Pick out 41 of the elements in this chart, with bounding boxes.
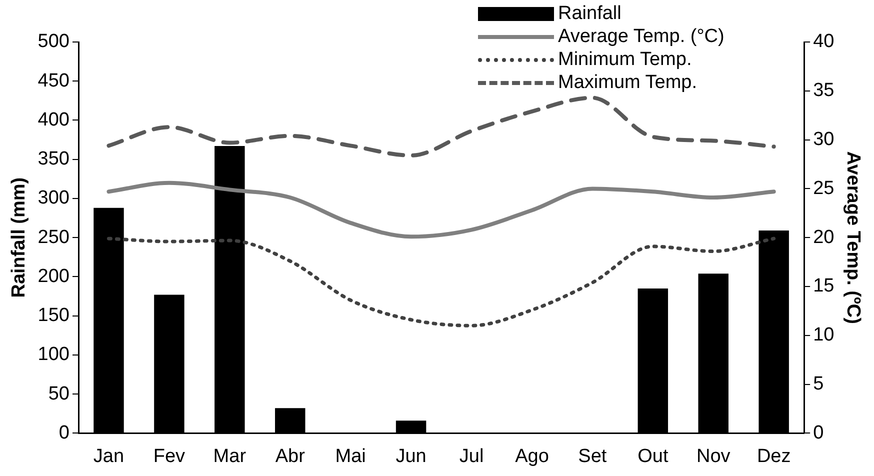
x-tick-label: Dez bbox=[756, 446, 791, 467]
y-axis-title: Rainfall (mm) bbox=[8, 177, 30, 298]
y2-tick-label: 35 bbox=[813, 80, 834, 102]
x-tick-label: Out bbox=[638, 446, 669, 467]
y-tick-label: 250 bbox=[38, 226, 70, 248]
y2-axis-title: Average Temp. (ºC) bbox=[842, 151, 864, 324]
x-tick-label: Abr bbox=[275, 446, 306, 467]
x-tick-label: Mar bbox=[213, 446, 247, 467]
y2-tick-label: 30 bbox=[813, 129, 834, 150]
x-tick-label: Jul bbox=[459, 446, 484, 467]
y-tick-label: 300 bbox=[38, 188, 70, 209]
y2-tick-label: 20 bbox=[813, 226, 834, 248]
x-tick-label: Mai bbox=[335, 446, 366, 467]
legend-label: Rainfall bbox=[558, 2, 622, 25]
y-tick-label: 200 bbox=[38, 266, 70, 287]
y-tick-label: 450 bbox=[38, 70, 70, 92]
x-tick-label: Fev bbox=[153, 446, 186, 467]
y2-tick-label: 5 bbox=[813, 374, 824, 395]
legend-label: Average Temp. (°C) bbox=[558, 25, 724, 48]
legend-label: Minimum Temp. bbox=[558, 48, 692, 71]
y2-tick-label: 40 bbox=[813, 31, 834, 52]
y-tick-label: 0 bbox=[58, 422, 70, 444]
y-tick-label: 500 bbox=[38, 31, 70, 52]
y2-tick-label: 15 bbox=[813, 276, 834, 297]
legend-label: Maximum Temp. bbox=[558, 71, 698, 94]
x-tick-label: Jun bbox=[396, 446, 426, 467]
y-tick-label: 100 bbox=[38, 344, 70, 366]
y-tick-label: 150 bbox=[38, 305, 70, 326]
y2-tick-label: 0 bbox=[813, 422, 824, 444]
y-tick-label: 400 bbox=[38, 109, 70, 130]
y2-tick-label: 25 bbox=[813, 178, 834, 199]
x-tick-label: Set bbox=[578, 446, 608, 467]
x-tick-label: Jan bbox=[93, 446, 124, 467]
line-series bbox=[106, 236, 776, 328]
y2-tick-label: 10 bbox=[813, 324, 834, 346]
y-tick-label: 350 bbox=[38, 148, 70, 170]
x-tick-label: Nov bbox=[696, 446, 731, 467]
y-tick-label: 50 bbox=[48, 383, 70, 404]
x-tick-label: Ago bbox=[515, 446, 549, 467]
line-series bbox=[106, 96, 776, 158]
line-series bbox=[106, 180, 776, 239]
